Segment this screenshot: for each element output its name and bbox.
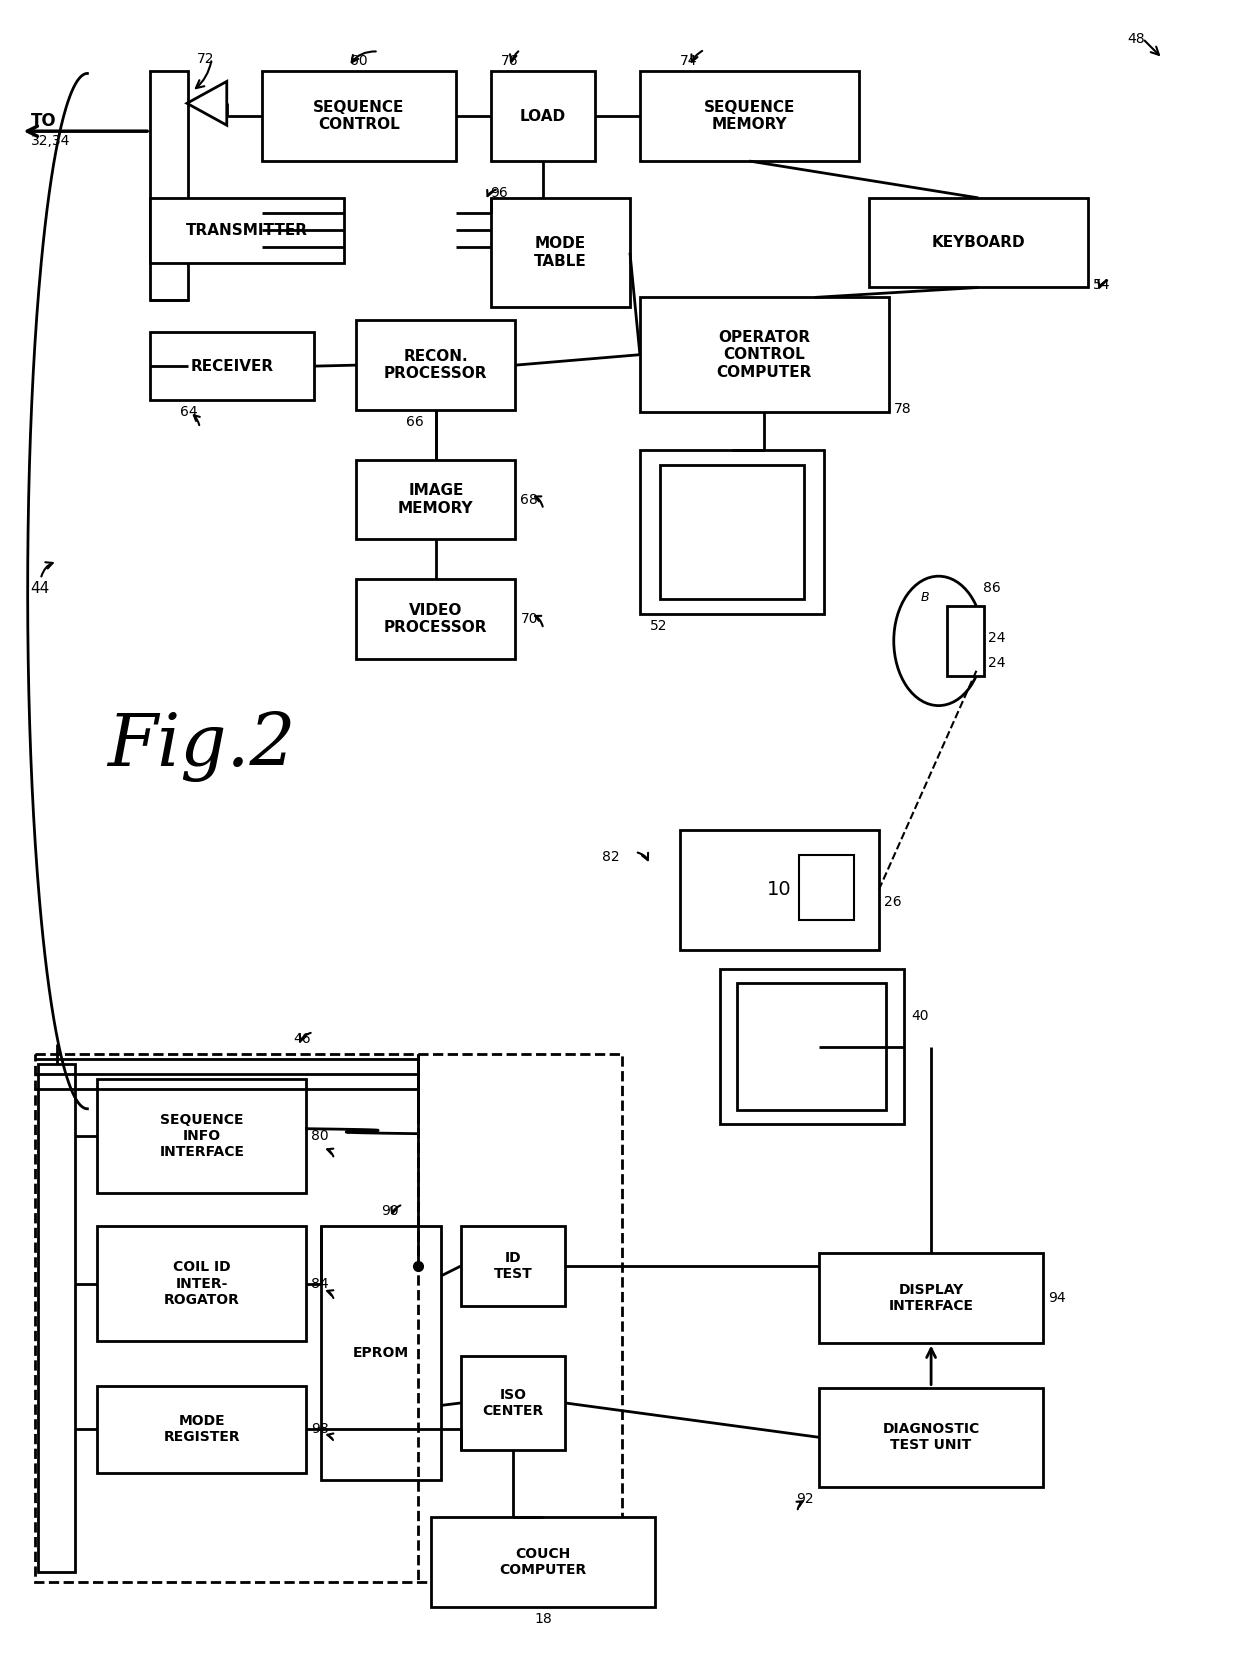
Text: TRANSMITTER: TRANSMITTER	[186, 223, 309, 238]
Bar	[37, 1064, 76, 1572]
Text: EPROM: EPROM	[353, 1347, 409, 1360]
Bar	[640, 72, 859, 161]
Bar	[150, 198, 345, 262]
Polygon shape	[187, 81, 227, 126]
Text: OPERATOR
CONTROL
COMPUTER: OPERATOR CONTROL COMPUTER	[717, 329, 812, 379]
Text: 64: 64	[180, 405, 197, 420]
Text: 46: 46	[294, 1033, 311, 1046]
Text: RECON.
PROCESSOR: RECON. PROCESSOR	[384, 349, 487, 381]
Bar	[640, 450, 825, 615]
Text: 72: 72	[197, 52, 215, 65]
Text: 82: 82	[603, 850, 620, 865]
Text: 94: 94	[1048, 1291, 1065, 1305]
Text: 52: 52	[650, 620, 667, 633]
Text: SEQUENCE
CONTROL: SEQUENCE CONTROL	[312, 101, 404, 133]
Text: 84: 84	[311, 1276, 329, 1291]
Text: DISPLAY
INTERFACE: DISPLAY INTERFACE	[889, 1283, 973, 1313]
Text: 24: 24	[988, 656, 1006, 670]
Text: COUCH
COMPUTER: COUCH COMPUTER	[500, 1546, 587, 1577]
Bar	[946, 606, 985, 675]
Text: KEYBOARD: KEYBOARD	[931, 235, 1025, 250]
Text: 44: 44	[31, 581, 50, 596]
Bar	[491, 198, 630, 307]
Text: Fig.2: Fig.2	[108, 710, 296, 782]
Text: RECEIVER: RECEIVER	[191, 359, 274, 374]
Text: 76: 76	[501, 54, 518, 67]
Text: IMAGE
MEMORY: IMAGE MEMORY	[398, 484, 474, 515]
Text: 78: 78	[894, 401, 911, 416]
Text: B: B	[920, 591, 929, 604]
Bar	[660, 465, 805, 599]
Text: SEQUENCE
MEMORY: SEQUENCE MEMORY	[704, 101, 795, 133]
Text: 32,34: 32,34	[31, 134, 69, 148]
Bar	[719, 969, 904, 1123]
Text: 98: 98	[311, 1422, 329, 1436]
Text: 96: 96	[491, 186, 508, 200]
Text: DIAGNOSTIC
TEST UNIT: DIAGNOSTIC TEST UNIT	[883, 1422, 980, 1452]
Bar	[356, 460, 516, 539]
Bar	[321, 1226, 440, 1481]
Text: 54: 54	[1092, 277, 1110, 292]
Bar	[150, 332, 315, 400]
Text: 70: 70	[521, 611, 538, 626]
Text: SEQUENCE
INFO
INTERFACE: SEQUENCE INFO INTERFACE	[160, 1113, 244, 1160]
Text: 40: 40	[911, 1009, 929, 1023]
Bar	[491, 72, 595, 161]
Text: 86: 86	[983, 581, 1001, 594]
Text: 74: 74	[680, 54, 697, 67]
Text: MODE
TABLE: MODE TABLE	[534, 237, 587, 269]
Text: TO: TO	[31, 112, 56, 131]
Text: 18: 18	[534, 1612, 552, 1625]
Text: ISO
CENTER: ISO CENTER	[482, 1389, 543, 1419]
Text: 92: 92	[796, 1493, 815, 1506]
Bar	[98, 1385, 306, 1472]
Text: 60: 60	[350, 54, 367, 67]
Bar	[461, 1226, 565, 1306]
Text: 10: 10	[768, 880, 791, 900]
Text: LOAD: LOAD	[520, 109, 565, 124]
Bar	[680, 829, 879, 950]
Bar	[356, 579, 516, 658]
Bar	[869, 198, 1087, 287]
Text: 26: 26	[884, 895, 901, 908]
Text: 66: 66	[405, 415, 424, 428]
Text: 80: 80	[311, 1130, 329, 1143]
Text: 24: 24	[988, 631, 1006, 645]
Bar	[820, 1387, 1043, 1488]
Bar	[820, 1253, 1043, 1343]
Text: 90: 90	[381, 1204, 399, 1219]
Text: COIL ID
INTER-
ROGATOR: COIL ID INTER- ROGATOR	[164, 1261, 239, 1306]
Bar	[738, 984, 885, 1110]
Text: 68: 68	[521, 492, 538, 507]
Text: MODE
REGISTER: MODE REGISTER	[164, 1414, 241, 1444]
Text: ID
TEST: ID TEST	[494, 1251, 532, 1281]
Bar	[430, 1516, 655, 1607]
Bar	[640, 297, 889, 411]
Bar	[98, 1080, 306, 1194]
Text: VIDEO
PROCESSOR: VIDEO PROCESSOR	[384, 603, 487, 635]
Bar	[35, 1054, 622, 1582]
Text: 48: 48	[1127, 32, 1146, 45]
Bar	[800, 855, 854, 920]
Ellipse shape	[894, 576, 983, 705]
Bar	[150, 72, 188, 301]
Bar	[262, 72, 456, 161]
Bar	[461, 1355, 565, 1451]
Bar	[356, 321, 516, 410]
Bar	[98, 1226, 306, 1342]
